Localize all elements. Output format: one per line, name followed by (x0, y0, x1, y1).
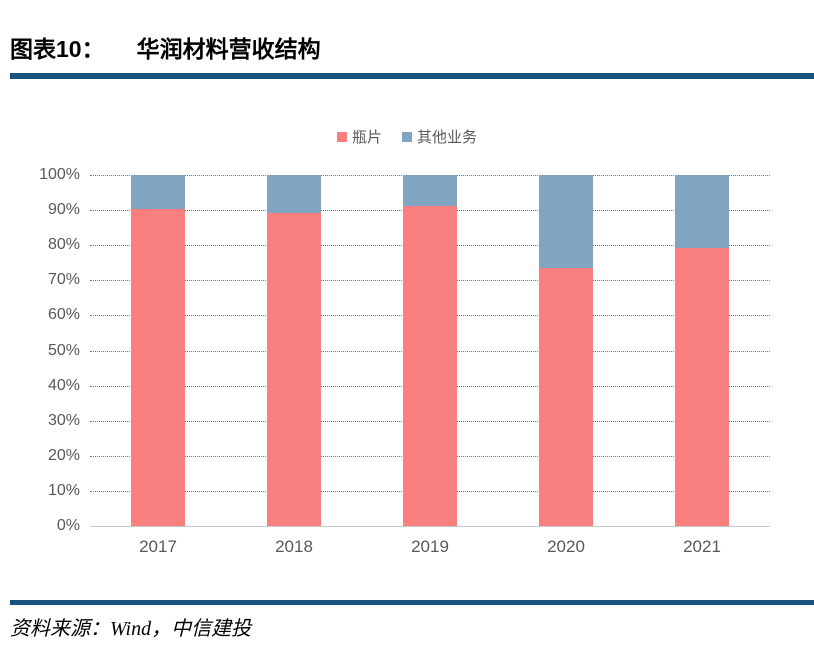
y-tick-label: 10% (47, 481, 80, 499)
y-tick-label: 100% (39, 166, 80, 183)
segment-other-business (267, 175, 321, 213)
legend-item: 瓶片 (336, 126, 382, 147)
y-tick-label: 90% (47, 201, 80, 219)
stacked-bar-2019 (403, 175, 457, 526)
bar-slot (90, 175, 226, 526)
segment-bottle-chip (403, 205, 457, 526)
segment-bottle-chip (539, 267, 593, 526)
y-tick-label: 20% (47, 446, 80, 464)
y-tick-label: 80% (47, 236, 80, 254)
y-tick-label: 50% (47, 341, 80, 359)
legend-label: 瓶片 (351, 129, 382, 146)
bottom-divider (10, 600, 814, 605)
segment-other-business (131, 175, 185, 209)
x-tick-label: 2020 (547, 537, 585, 556)
y-tick-label: 60% (47, 306, 80, 324)
figure-title: 华润材料营收结构 (136, 36, 321, 62)
x-tick-label: 2019 (411, 537, 449, 556)
x-tick-label: 2018 (275, 537, 313, 556)
bar-slot (226, 175, 362, 526)
stacked-bar-2017 (131, 175, 185, 526)
plot-area (90, 175, 770, 527)
bar-slot (498, 175, 634, 526)
y-tick-label: 40% (47, 376, 80, 394)
x-tick-label: 2017 (139, 537, 177, 556)
segment-other-business (539, 175, 593, 268)
x-tick-label: 2021 (683, 537, 721, 556)
legend-item: 其他业务 (402, 126, 477, 147)
bar-slot (362, 175, 498, 526)
y-tick-label: 30% (47, 411, 80, 429)
segment-other-business (403, 175, 457, 206)
bar-slot (634, 175, 770, 526)
legend-label: 其他业务 (417, 129, 478, 146)
segment-other-business (675, 175, 729, 248)
legend-swatch-icon (402, 131, 412, 142)
top-divider (10, 73, 814, 79)
legend-swatch-icon (336, 131, 347, 142)
segment-bottle-chip (267, 212, 321, 526)
figure-title-row: 图表10： 华润材料营收结构 (10, 30, 321, 64)
y-axis-labels: 0% 10% 20% 30% 40% 50% 60% 70% 80% 90% 100% (0, 166, 80, 534)
source-note: 资料来源：Wind，中信建投 (10, 618, 252, 640)
stacked-bar-2020 (539, 175, 593, 526)
stacked-bar-2018 (267, 175, 321, 526)
segment-bottle-chip (131, 208, 185, 526)
stacked-bar-2021 (675, 175, 729, 526)
y-tick-label: 0% (56, 517, 80, 534)
y-tick-label: 70% (47, 271, 80, 289)
x-axis-labels: 2017 2018 2019 2020 2021 (90, 537, 770, 557)
segment-bottle-chip (675, 247, 729, 526)
chart-legend: 瓶片 其他业务 (0, 126, 814, 147)
figure-number-label: 图表10： (10, 36, 105, 62)
